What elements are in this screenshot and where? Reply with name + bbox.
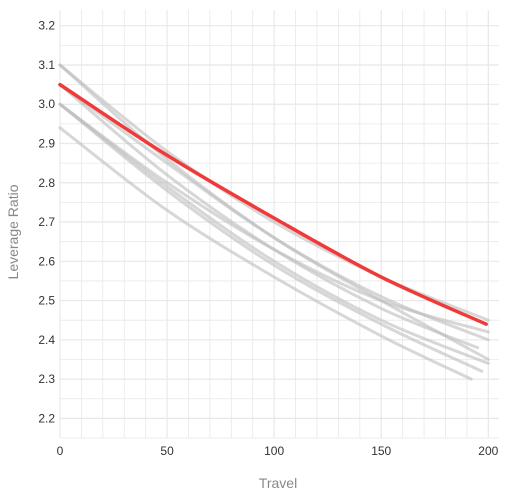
- x-tick-label: 0: [57, 444, 64, 458]
- y-tick-label: 2.2: [38, 411, 55, 425]
- y-tick-label: 3.2: [38, 19, 55, 33]
- series-line: [58, 102, 490, 365]
- series-line: [58, 102, 484, 373]
- y-tick-label: 2.7: [38, 215, 55, 229]
- y-tick-label: 2.8: [38, 176, 55, 190]
- series-lines: [58, 63, 490, 381]
- y-tick-label: 2.3: [38, 372, 55, 386]
- y-tick-label: 2.4: [38, 333, 55, 347]
- y-tick-label: 2.5: [38, 294, 55, 308]
- y-axis-title: Leverage Ratio: [5, 184, 21, 279]
- x-tick-label: 100: [264, 444, 284, 458]
- x-tick-label: 200: [478, 444, 498, 458]
- y-tick-label: 2.9: [38, 137, 55, 151]
- y-tick-label: 3.1: [38, 58, 55, 72]
- series-line: [58, 102, 490, 334]
- series-line-highlight: [58, 82, 488, 326]
- x-tick-label: 150: [371, 444, 391, 458]
- x-tick-label: 50: [160, 444, 174, 458]
- series-line: [58, 126, 473, 381]
- x-axis-ticks: 0 50 100 150 200: [57, 444, 499, 458]
- y-tick-label: 3.0: [38, 97, 55, 111]
- x-axis-title: Travel: [259, 475, 297, 491]
- y-axis-ticks: 2.2 2.3 2.4 2.5 2.6 2.7 2.8 2.9 3.0 3.1 3.2: [38, 19, 55, 426]
- grid: [59, 10, 499, 439]
- y-tick-label: 2.6: [38, 254, 55, 268]
